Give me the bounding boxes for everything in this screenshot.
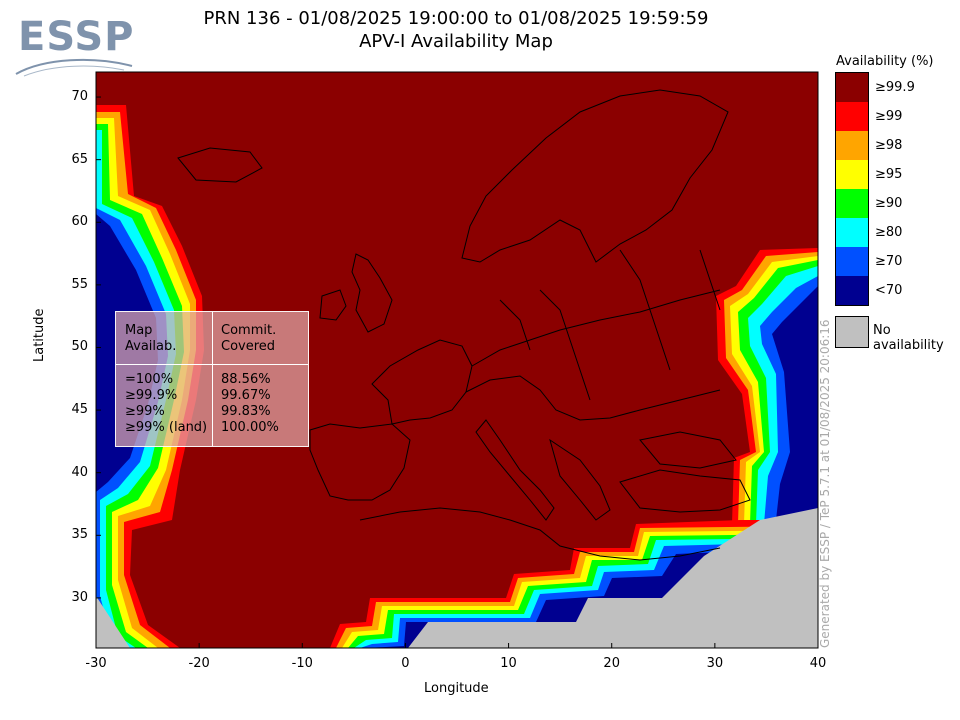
x-tick-label: -30 <box>85 656 107 671</box>
legend-label: ≥90 <box>875 196 903 211</box>
essp-logo: ESSP <box>14 10 134 80</box>
y-tick-label: 35 <box>71 527 88 543</box>
logo-swoosh <box>15 58 133 77</box>
y-tick-label: 45 <box>71 402 88 418</box>
commit-covered-values: 88.56% 99.67% 99.83% 100.00% <box>221 372 279 435</box>
legend-title: Availability (%) <box>836 54 934 69</box>
legend-label: ≥99.9 <box>875 80 915 95</box>
x-tick-label: 40 <box>809 656 827 671</box>
table-divider-vertical <box>212 312 213 446</box>
y-tick-label: 70 <box>71 89 88 105</box>
generated-by-text: Generated by ESSP / TeP 5.7.1 at 01/08/2… <box>818 319 832 648</box>
x-tick-label: 30 <box>706 656 724 671</box>
chart-subtitle: APV-I Availability Map <box>359 31 553 52</box>
x-tick-label: 0 <box>401 656 410 671</box>
y-tick-label: 55 <box>71 276 88 292</box>
x-tick-label: -20 <box>188 656 210 671</box>
table-divider-horizontal <box>116 364 308 365</box>
legend-swatch <box>836 131 868 160</box>
legend-swatch <box>836 218 868 247</box>
no-availability-label: No availability <box>873 323 944 353</box>
legend-label: ≥99 <box>875 109 903 124</box>
legend-swatch <box>836 73 868 102</box>
legend-swatch <box>836 160 868 189</box>
y-tick-label: 40 <box>71 464 88 480</box>
y-tick-label: 65 <box>71 151 88 167</box>
region-east-lt70 <box>772 286 818 520</box>
coastlines <box>177 89 751 561</box>
y-tick-label: 60 <box>71 214 88 230</box>
y-axis-label: Latitude <box>32 308 47 362</box>
x-axis-label: Longitude <box>424 681 489 696</box>
y-tick-label: 50 <box>71 339 88 355</box>
plot-frame <box>95 71 819 649</box>
region-no-availability-west <box>96 596 130 648</box>
tick-marks <box>95 96 819 648</box>
legend-swatch <box>836 276 868 305</box>
region-no-availability <box>408 508 818 648</box>
no-availability-swatch <box>835 316 869 348</box>
statistics-table: Map Availab. Commit. Covered =100% ≥99.9… <box>115 311 309 447</box>
legend-swatch <box>836 189 868 218</box>
chart-title: PRN 136 - 01/08/2025 19:00:00 to 01/08/2… <box>203 8 709 29</box>
legend-colorbar <box>835 72 869 306</box>
legend-label: <70 <box>875 283 903 298</box>
legend-label: ≥95 <box>875 167 903 182</box>
legend-label: ≥98 <box>875 138 903 153</box>
legend-label: ≥70 <box>875 254 903 269</box>
legend-swatch <box>836 247 868 276</box>
legend-swatch <box>836 102 868 131</box>
y-tick-label: 30 <box>71 589 88 605</box>
map-availability-header: Map Availab. <box>125 323 177 354</box>
x-tick-label: 10 <box>500 656 517 671</box>
logo-text: ESSP <box>18 14 135 60</box>
x-tick-label: 20 <box>603 656 620 671</box>
commit-covered-header: Commit. Covered <box>221 323 277 354</box>
legend-label: ≥80 <box>875 225 903 240</box>
x-tick-label: -10 <box>291 656 313 671</box>
map-availability-values: =100% ≥99.9% ≥99% ≥99% (land) <box>125 372 208 435</box>
